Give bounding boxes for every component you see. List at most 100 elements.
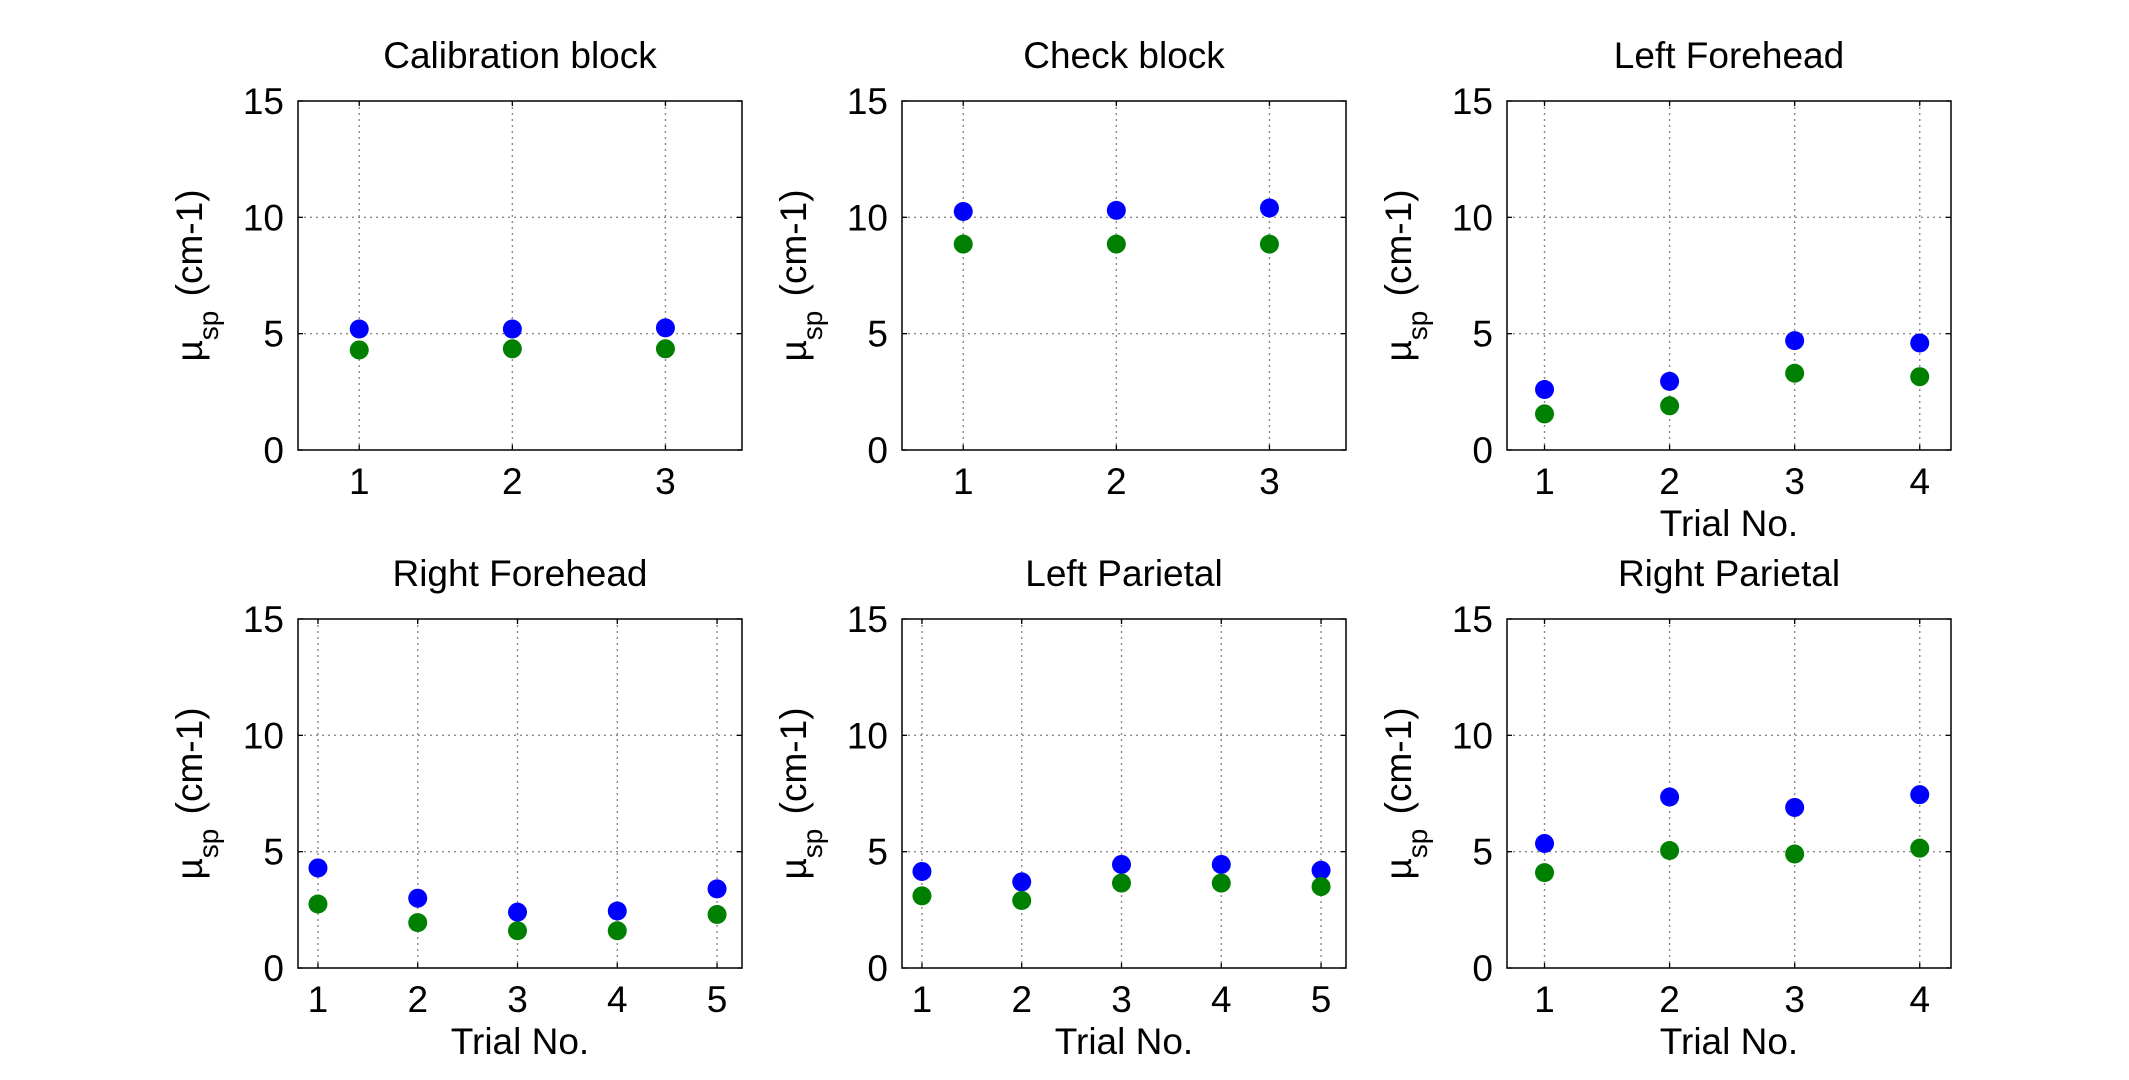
data-point (1785, 844, 1805, 864)
y-tick-label: 15 (1452, 81, 1493, 122)
data-point (1785, 331, 1805, 351)
data-point (1910, 367, 1930, 387)
x-tick-label: 4 (1211, 979, 1232, 1020)
y-tick-label: 10 (243, 715, 284, 756)
x-tick-label: 5 (1311, 979, 1332, 1020)
plot-frame (901, 618, 1347, 969)
plot-frame (297, 618, 743, 969)
data-point (707, 879, 727, 899)
data-point (1012, 872, 1032, 892)
data-point (655, 339, 675, 359)
data-point (1660, 396, 1680, 416)
x-tick-label: 3 (1784, 979, 1805, 1020)
plot-frame (1506, 618, 1952, 969)
data-point (408, 888, 428, 908)
y-tick-label: 5 (1472, 832, 1493, 873)
data-point (1535, 863, 1555, 883)
chart-title: Left Parietal (1025, 553, 1222, 594)
x-axis-label: Trial No. (1055, 1021, 1193, 1062)
y-tick-label: 10 (1452, 715, 1493, 756)
x-tick-label: 2 (1659, 461, 1680, 502)
y-axis-label: µsp (cm-1) (773, 707, 828, 879)
y-tick-label: 0 (867, 430, 888, 471)
data-point (912, 886, 932, 906)
data-point (1785, 797, 1805, 817)
data-point (1311, 860, 1331, 880)
data-point (1211, 873, 1231, 893)
y-tick-label: 10 (847, 715, 888, 756)
subplot-1: 1 2 3 0 5 10 15 Calibration block µsp (cm-1) (169, 35, 743, 502)
data-point (308, 894, 328, 914)
data-point (1910, 333, 1930, 353)
data-point (1112, 873, 1132, 893)
subplot-5: 1 2 3 4 5 0 5 10 15 Left Parietal Trial No. µsp (cm… (773, 553, 1347, 1062)
y-tick-label: 5 (1472, 314, 1493, 355)
data-point (1106, 200, 1126, 220)
x-tick-label: 2 (1659, 979, 1680, 1020)
data-point (1535, 404, 1555, 424)
data-point (707, 904, 727, 924)
y-tick-label: 0 (1472, 948, 1493, 989)
data-point (607, 921, 627, 941)
x-tick-label: 5 (707, 979, 728, 1020)
y-axis-label: µsp (cm-1) (169, 707, 224, 879)
chart-title: Right Forehead (392, 553, 647, 594)
plot-frame (901, 100, 1347, 451)
subplot-2: 1 2 3 0 5 10 15 Check block µsp (cm-1) (773, 35, 1347, 502)
data-point (308, 858, 328, 878)
x-tick-label: 1 (912, 979, 933, 1020)
data-point (502, 319, 522, 339)
x-tick-label: 2 (1011, 979, 1032, 1020)
y-axis-label: µsp (cm-1) (1378, 189, 1433, 361)
x-axis-label: Trial No. (1660, 1021, 1798, 1062)
chart-title: Calibration block (383, 35, 657, 76)
y-tick-label: 5 (867, 314, 888, 355)
y-tick-label: 0 (263, 948, 284, 989)
x-tick-label: 1 (349, 461, 370, 502)
data-point (1106, 234, 1126, 254)
y-tick-label: 15 (243, 599, 284, 640)
data-point (655, 318, 675, 338)
data-point (1660, 787, 1680, 807)
y-tick-label: 5 (263, 832, 284, 873)
x-tick-label: 4 (1909, 461, 1930, 502)
x-tick-label: 1 (1534, 461, 1555, 502)
plot-frame (1506, 100, 1952, 451)
x-tick-label: 2 (407, 979, 428, 1020)
data-point (607, 901, 627, 921)
y-tick-label: 10 (1452, 197, 1493, 238)
plot-frame (297, 100, 743, 451)
x-axis-label: Trial No. (451, 1021, 589, 1062)
y-axis-label: µsp (cm-1) (169, 189, 224, 361)
data-point (953, 234, 973, 254)
x-axis-label: Trial No. (1660, 503, 1798, 544)
y-tick-label: 0 (867, 948, 888, 989)
data-point (349, 340, 369, 360)
chart-title: Check block (1023, 35, 1225, 76)
y-tick-label: 0 (263, 430, 284, 471)
data-point (502, 339, 522, 359)
subplot-3: 1 2 3 4 0 5 10 15 Left Forehead Trial No. µsp (cm-… (1378, 35, 1952, 544)
x-tick-label: 2 (1106, 461, 1127, 502)
x-tick-label: 3 (1111, 979, 1132, 1020)
x-tick-label: 4 (607, 979, 628, 1020)
data-point (1535, 380, 1555, 400)
x-tick-label: 3 (507, 979, 528, 1020)
data-point (1660, 371, 1680, 391)
data-point (1785, 363, 1805, 383)
y-tick-label: 10 (847, 197, 888, 238)
y-tick-label: 10 (243, 197, 284, 238)
subplot-4: 1 2 3 4 5 0 5 10 15 Right Forehead Trial No. µsp (c… (169, 553, 743, 1062)
chart-title: Left Forehead (1614, 35, 1844, 76)
chart-title: Right Parietal (1618, 553, 1840, 594)
y-tick-label: 0 (1472, 430, 1493, 471)
x-tick-label: 1 (1534, 979, 1555, 1020)
data-point (1311, 877, 1331, 897)
data-point (508, 902, 528, 922)
y-tick-label: 15 (847, 81, 888, 122)
data-point (1910, 785, 1930, 805)
y-tick-label: 15 (243, 81, 284, 122)
x-tick-label: 1 (953, 461, 974, 502)
